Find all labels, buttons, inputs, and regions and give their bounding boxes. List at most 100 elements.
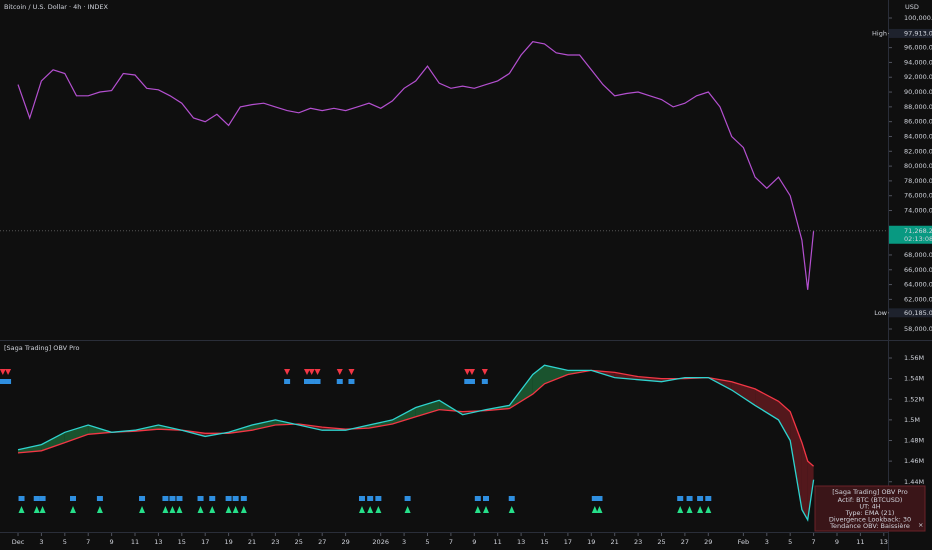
y-tick-label: 1.54M [904, 375, 924, 383]
bullish-signal [375, 506, 382, 513]
bullish-signal [697, 506, 704, 513]
marker-label: 60,185.00 [904, 309, 932, 317]
x-tick-label: 15 [540, 538, 548, 546]
signal-box [468, 379, 475, 384]
x-tick-label: 27 [681, 538, 689, 546]
bullish-signal [169, 506, 176, 513]
x-tick-label: Dec [12, 538, 25, 546]
fill-band [252, 419, 276, 431]
signal-box [358, 496, 365, 501]
last-price-bg [889, 225, 932, 244]
bearish-signal [303, 369, 310, 375]
bearish-signal [5, 369, 12, 375]
fill-band [41, 432, 65, 451]
x-tick-label: 5 [788, 538, 792, 546]
marker-name: Low [874, 309, 887, 317]
x-tick-label: 27 [318, 538, 326, 546]
y-tick-label: 62,000.00 [904, 295, 932, 303]
bullish-signal [39, 506, 46, 513]
bearish-signal [308, 369, 315, 375]
bearish-signal [468, 369, 475, 375]
marker-label-bg [889, 308, 932, 318]
bullish-signal [404, 506, 411, 513]
close-icon: × [918, 521, 923, 529]
bullish-signal [197, 506, 204, 513]
fill-band [64, 425, 89, 443]
bullish-signal [474, 506, 481, 513]
y-tick-label: 74,000.00 [904, 207, 932, 215]
y-tick-label: 88,000.00 [904, 103, 932, 111]
y-tick-label: 80,000.00 [904, 162, 932, 170]
fill-band [638, 376, 662, 382]
x-tick-label: 5 [63, 538, 67, 546]
y-tick-label: 90,000.00 [904, 88, 932, 96]
fill-band [801, 442, 808, 520]
signal-box [176, 496, 183, 501]
signal-box [308, 379, 315, 384]
info-title: [Saga Trading] OBV Pro [832, 488, 907, 496]
bullish-signal [176, 506, 183, 513]
x-tick-label: 11 [856, 538, 864, 546]
bearish-signal [314, 369, 321, 375]
y-tick-label: 1.48M [904, 437, 924, 445]
signal-box [232, 496, 239, 501]
x-tick-label: 23 [271, 538, 279, 546]
y-tick-label: 100,000.00 [904, 14, 932, 22]
bearish-signal [0, 369, 6, 375]
bullish-signal [70, 506, 77, 513]
x-tick-label: 13 [880, 538, 888, 546]
pane-title[interactable]: [Saga Trading] OBV Pro [4, 344, 79, 352]
x-tick-label: 23 [634, 538, 642, 546]
currency[interactable]: USD [905, 3, 919, 11]
info-line: Tendance OBV: Baissière [829, 522, 910, 530]
fill-band [392, 407, 416, 424]
bullish-signal [96, 506, 103, 513]
x-tick-label: 2026 [372, 538, 389, 546]
y-tick-label: 84,000.00 [904, 132, 932, 140]
x-tick-label: 7 [86, 538, 90, 546]
signal-box [508, 496, 515, 501]
y-tick-label: 1.46M [904, 457, 924, 465]
signal-box [591, 496, 598, 501]
x-tick-label: 15 [178, 538, 186, 546]
fill-band [415, 400, 440, 417]
signal-box [596, 496, 603, 501]
symbol-title[interactable]: Bitcoin / U.S. Dollar · 4h · INDEX [4, 3, 108, 11]
bullish-signal [358, 506, 365, 513]
signal-box [474, 496, 481, 501]
signal-box [139, 496, 146, 501]
price-line [17, 41, 815, 290]
bullish-signal [240, 506, 247, 513]
x-tick-label: 9 [835, 538, 839, 546]
y-tick-label: 78,000.00 [904, 177, 932, 185]
last-price: 71,268.22 [904, 227, 932, 235]
x-tick-label: 3 [765, 538, 769, 546]
bullish-signal [232, 506, 239, 513]
series-line [17, 369, 815, 467]
y-tick-label: 96,000.00 [904, 44, 932, 52]
bearish-signal [481, 369, 488, 375]
y-tick-label: 68,000.00 [904, 251, 932, 259]
info-line: Type: EMA (21) [845, 509, 895, 517]
bearish-signal [336, 369, 343, 375]
bearish-signal [348, 369, 355, 375]
marker-name: High [872, 29, 887, 37]
fill-band [544, 365, 568, 384]
x-tick-label: 25 [657, 538, 665, 546]
info-line: UT: 4H [859, 503, 880, 511]
bullish-signal [508, 506, 515, 513]
bearish-signal [284, 369, 291, 375]
x-tick-label: 3 [402, 538, 406, 546]
x-tick-label: 13 [517, 538, 525, 546]
signal-box [96, 496, 103, 501]
bullish-signal [686, 506, 693, 513]
x-tick-label: 25 [295, 538, 303, 546]
x-tick-label: 11 [494, 538, 502, 546]
y-tick-label: 1.52M [904, 395, 924, 403]
signal-box [197, 496, 204, 501]
bullish-signal [677, 506, 684, 513]
y-tick-label: 1.5M [904, 416, 920, 424]
signal-box [70, 496, 77, 501]
